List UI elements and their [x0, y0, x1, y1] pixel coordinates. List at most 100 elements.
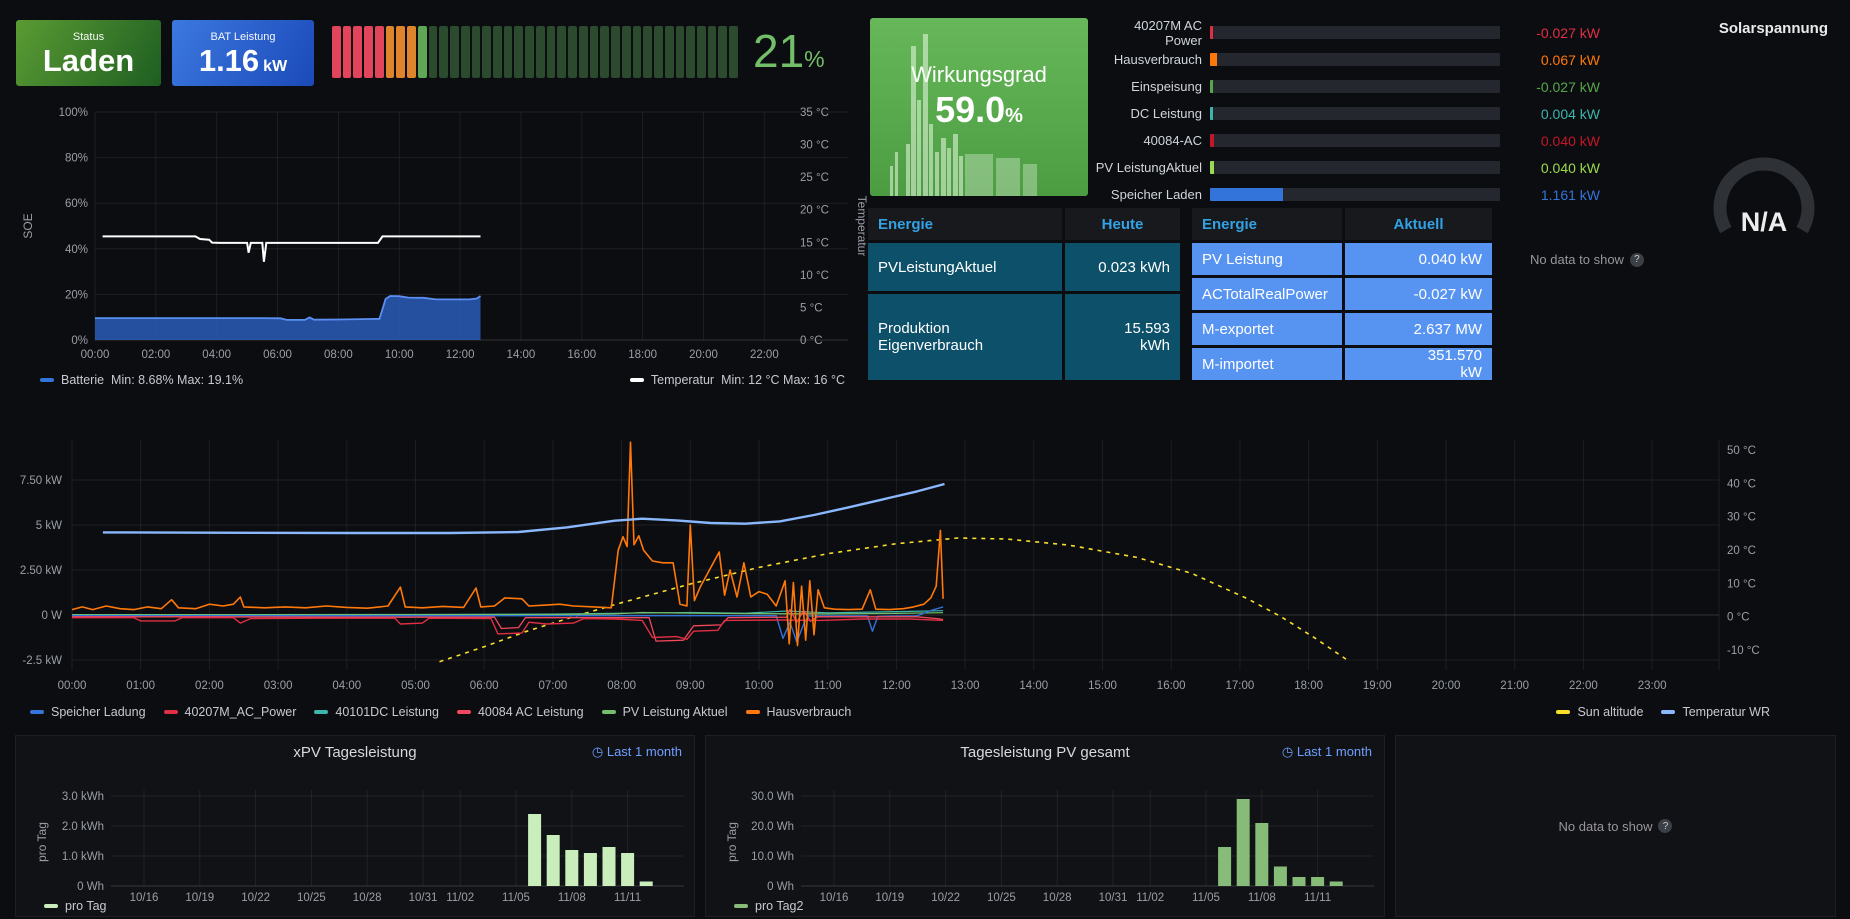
svg-text:11/11: 11/11 — [614, 892, 641, 904]
pv-gesamt-bar-chart: 30.0 Wh 20.0 Wh 10.0 Wh 0 Wh 10/16 10/19 10/22… — [725, 790, 1374, 904]
spark-bar — [996, 158, 1020, 196]
spark-bar — [935, 152, 939, 196]
table-header: Energie — [1192, 208, 1342, 240]
svg-text:5 kW: 5 kW — [36, 520, 62, 532]
svg-text:08:00: 08:00 — [324, 349, 353, 361]
bar-gauge-fill — [1210, 107, 1213, 120]
svg-text:08:00: 08:00 — [607, 680, 636, 692]
help-icon[interactable]: ? — [1658, 819, 1673, 833]
spark-bar — [965, 154, 993, 196]
svg-text:60%: 60% — [65, 198, 88, 210]
svg-text:25 °C: 25 °C — [800, 172, 829, 184]
svg-text:11/02: 11/02 — [1136, 892, 1164, 904]
svg-text:11/05: 11/05 — [1192, 892, 1220, 904]
legend-item-pro-tag[interactable]: pro Tag — [44, 899, 106, 913]
legend-item[interactable]: 40101DC Leistung — [314, 705, 439, 719]
panel-title: Tagesleistung PV gesamt — [960, 744, 1130, 761]
battery-segment — [535, 26, 545, 78]
legend-item-batterie[interactable]: Batterie Min: 8.68% Max: 19.1% — [40, 373, 243, 387]
battery-segment — [675, 26, 685, 78]
status-label: Status — [72, 30, 105, 43]
legend-item[interactable]: Temperatur WR — [1661, 705, 1770, 719]
no-data-message-1: No data to show? — [1530, 252, 1644, 267]
legend-item[interactable]: PV Leistung Aktuel — [601, 705, 728, 719]
svg-text:0 Wh: 0 Wh — [77, 881, 104, 893]
series-PV Leistung Aktuel — [71, 611, 944, 616]
bar-gauge-fill — [1210, 53, 1217, 66]
svg-text:00:00: 00:00 — [81, 349, 110, 361]
spark-bar — [1023, 164, 1037, 196]
svg-text:19:00: 19:00 — [1363, 680, 1392, 692]
svg-text:30 °C: 30 °C — [800, 140, 829, 152]
series-Hausverbrauch — [71, 441, 944, 647]
svg-text:80%: 80% — [65, 153, 88, 165]
series-Speicher Ladung — [72, 606, 944, 643]
series-40084 AC Leistung — [72, 608, 944, 642]
empty-panel: No data to show? — [1395, 735, 1836, 917]
table-cell: 2.637 MW — [1345, 313, 1492, 345]
legend-item[interactable]: 40084 AC Leistung — [456, 705, 584, 719]
legend-item-pro-tag2[interactable]: pro Tag2 — [734, 899, 803, 913]
bar — [1292, 877, 1306, 886]
svg-text:01:00: 01:00 — [126, 680, 155, 692]
bar — [1255, 823, 1269, 886]
svg-text:10/25: 10/25 — [987, 892, 1016, 904]
bar — [528, 814, 542, 886]
series-Temperatur WR — [102, 482, 945, 535]
svg-text:2.0 kWh: 2.0 kWh — [62, 821, 104, 833]
solarspannung-gauge: N/A — [1713, 157, 1815, 237]
svg-text:0 W: 0 W — [42, 610, 63, 622]
table-cell: PV Leistung — [1192, 243, 1342, 275]
energie-heute-table: Energie Heute PVLeistungAktuel 0.023 kWh Pro… — [868, 208, 1180, 380]
clock-icon: ◷ — [591, 744, 604, 759]
legend-item[interactable]: 40207M_AC_Power — [163, 705, 296, 719]
bar — [1329, 881, 1343, 886]
xpv-tagesleistung-panel: xPV Tagesleistung ◷ Last 1 month 3.0 kWh… — [15, 735, 695, 917]
time-range-link[interactable]: ◷ Last 1 month — [1281, 744, 1372, 759]
svg-text:10/31: 10/31 — [1099, 892, 1128, 904]
battery-segment — [707, 26, 717, 78]
battery-segment — [632, 26, 642, 78]
svg-text:20 °C: 20 °C — [800, 205, 829, 217]
battery-segment — [428, 26, 438, 78]
battery-segment — [557, 26, 567, 78]
battery-segment — [364, 26, 373, 78]
legend-item[interactable]: Sun altitude — [1556, 705, 1643, 719]
svg-text:04:00: 04:00 — [202, 349, 231, 361]
legend-item[interactable]: Speicher Ladung — [30, 705, 146, 719]
svg-text:06:00: 06:00 — [263, 349, 292, 361]
bar-gauge-row: 40207M AC Power -0.027 kW — [1095, 18, 1635, 48]
svg-text:10/22: 10/22 — [241, 892, 270, 904]
table-header: Heute — [1065, 208, 1180, 240]
table-header: Aktuell — [1345, 208, 1492, 240]
battery-segment — [482, 26, 492, 78]
bar — [639, 881, 653, 886]
svg-text:03:00: 03:00 — [264, 680, 293, 692]
main-timeseries-chart: 7.50 kW 5 kW 2.50 kW 0 W -2.5 kW 50 °C 40 °C 30… — [20, 440, 1760, 692]
time-range-link[interactable]: ◷ Last 1 month — [591, 744, 682, 759]
spark-bar — [947, 148, 951, 196]
svg-text:16:00: 16:00 — [1157, 680, 1186, 692]
battery-segment — [439, 26, 449, 78]
bar-gauge-row: PV LeistungAktuel 0.040 kW — [1095, 154, 1635, 181]
legend-item-temperatur[interactable]: Temperatur Min: 12 °C Max: 16 °C — [629, 373, 845, 387]
battery-segment — [396, 26, 406, 78]
series-Sun altitude — [439, 537, 1351, 663]
wirkungsgrad-value: 59.0% — [935, 89, 1023, 130]
table-cell: PVLeistungAktuel — [868, 243, 1062, 291]
table-cell: 0.040 kW — [1345, 243, 1492, 275]
svg-text:12:00: 12:00 — [446, 349, 475, 361]
svg-text:00:00: 00:00 — [58, 680, 87, 692]
status-value: Laden — [42, 42, 135, 78]
svg-text:20:00: 20:00 — [689, 349, 718, 361]
bar-gauge-row: Hausverbrauch 0.067 kW — [1095, 46, 1635, 73]
clock-icon: ◷ — [1281, 744, 1294, 759]
svg-text:10/16: 10/16 — [820, 892, 849, 904]
help-icon[interactable]: ? — [1629, 252, 1644, 267]
panel-legend: pro Tag2 — [734, 899, 803, 913]
bar-gauge-track — [1210, 26, 1500, 39]
svg-text:1.0 kWh: 1.0 kWh — [62, 851, 104, 863]
legend-item[interactable]: Hausverbrauch — [745, 705, 851, 719]
bar — [621, 853, 635, 886]
table-cell: -0.027 kW — [1345, 278, 1492, 310]
